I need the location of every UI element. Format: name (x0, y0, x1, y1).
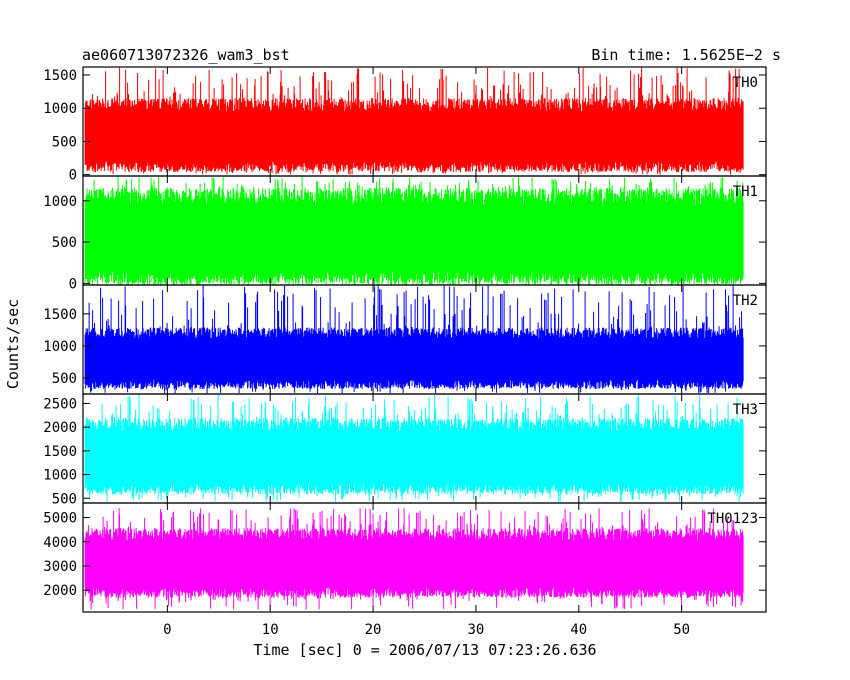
lightcurve-th0123 (84, 508, 744, 610)
y-tick-label: 500 (52, 371, 77, 387)
panel-th0: 0 500 1000 1500 TH0 (43, 66, 767, 184)
lightcurve-th0 (84, 67, 744, 175)
panel-th1: 0 500 1000 TH1 (43, 175, 767, 292)
x-tick-label: 10 (262, 622, 279, 638)
panel-label: TH0123 (707, 511, 758, 527)
y-tick-label: 1000 (43, 468, 77, 484)
x-tick-label: 20 (365, 622, 382, 638)
panel-label: TH0 (733, 75, 758, 91)
chart-title-left: ae060713072326_wam3_bst (82, 46, 290, 64)
x-tick-label: 40 (570, 622, 587, 638)
chart-title-right: Bin time: 1.5625E−2 s (591, 46, 781, 64)
y-tick-label: 1000 (43, 101, 77, 117)
panel-th0123: 2000 3000 4000 5000 TH0123 (43, 502, 767, 613)
panel-frame (82, 502, 767, 613)
x-axis: 0 10 20 30 40 50 (163, 622, 690, 638)
y-tick-label: 2000 (43, 420, 77, 436)
panel-label: TH1 (733, 184, 758, 200)
x-tick-label: 30 (468, 622, 485, 638)
y-tick-label: 1000 (43, 339, 77, 355)
y-tick-label: 1500 (43, 307, 77, 323)
y-tick-label: 3000 (43, 559, 77, 575)
y-tick-label: 1500 (43, 68, 77, 84)
panel-label: TH2 (733, 293, 758, 309)
x-tick-label: 50 (673, 622, 690, 638)
y-tick-label: 1000 (43, 194, 77, 210)
panel-th2: 500 1000 1500 TH2 (43, 284, 767, 395)
y-tick-label: 0 (69, 168, 77, 184)
lightcurve-th3 (84, 394, 744, 502)
y-tick-label: 5000 (43, 511, 77, 527)
y-tick-label: 2500 (43, 396, 77, 412)
lightcurve-th1 (84, 176, 744, 285)
y-tick-label: 0 (69, 276, 77, 292)
y-tick-label: 500 (52, 235, 77, 251)
x-tick-label: 0 (163, 622, 171, 638)
lightcurve-th2 (84, 285, 744, 394)
x-axis-label: Time [sec] 0 = 2006/07/13 07:23:26.636 (253, 641, 596, 659)
panels: 0 500 1000 1500 TH0 0 500 1000 TH1 500 1000 1500 TH2… (43, 66, 767, 613)
panel-th3: 500 1000 1500 2000 2500 TH3 (43, 393, 767, 507)
panel-label: TH3 (733, 402, 758, 418)
y-tick-label: 1500 (43, 444, 77, 460)
y-tick-label: 4000 (43, 535, 77, 551)
y-tick-label: 500 (52, 491, 77, 507)
y-axis-label: Counts/sec (4, 299, 22, 389)
y-tick-label: 500 (52, 134, 77, 150)
y-tick-label: 2000 (43, 583, 77, 599)
